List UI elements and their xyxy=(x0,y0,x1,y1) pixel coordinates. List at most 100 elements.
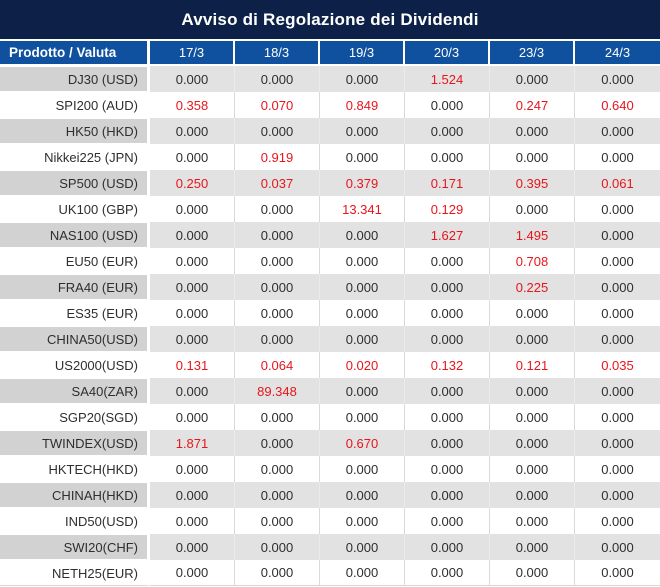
dividend-value-cell: 0.000 xyxy=(405,248,490,274)
table-row: TWINDEX(USD) 1.871 0.000 0.670 0.000 0.000 0.0… xyxy=(0,430,660,456)
product-cell: HK50 (HKD) xyxy=(0,118,150,144)
table-row: HKTECH(HKD) 0.000 0.000 0.000 0.000 0.000 0.00… xyxy=(0,456,660,482)
table-row: SP500 (USD) 0.250 0.037 0.379 0.171 0.395 0.06… xyxy=(0,170,660,196)
dividend-value-cell-nonzero: 0.670 xyxy=(320,430,405,456)
dividend-value-cell: 0.000 xyxy=(150,404,235,430)
dividend-value-cell-nonzero: 0.708 xyxy=(490,248,575,274)
product-cell: SPI200 (AUD) xyxy=(0,92,150,118)
dividend-value-cell: 0.000 xyxy=(150,248,235,274)
dividend-value-cell: 0.000 xyxy=(575,222,660,248)
dividend-value-cell: 0.000 xyxy=(490,300,575,326)
dividend-value-cell: 0.000 xyxy=(150,378,235,404)
dividend-value-cell: 0.000 xyxy=(235,196,320,222)
table-row: HK50 (HKD) 0.000 0.000 0.000 0.000 0.000 0.000 xyxy=(0,118,660,144)
page-title: Avviso di Regolazione dei Dividendi xyxy=(181,9,479,29)
dividend-value-cell: 0.000 xyxy=(490,326,575,352)
dividend-value-cell-nonzero: 0.358 xyxy=(150,92,235,118)
dividend-value-cell: 0.000 xyxy=(405,534,490,560)
dividend-value-cell: 0.000 xyxy=(405,508,490,534)
dividend-value-cell-nonzero: 0.171 xyxy=(405,170,490,196)
dividend-value-cell: 0.000 xyxy=(490,482,575,508)
dividend-value-cell: 0.000 xyxy=(235,222,320,248)
dividend-value-cell: 0.000 xyxy=(490,118,575,144)
dividend-value-cell: 0.000 xyxy=(405,274,490,300)
dividend-value-cell: 0.000 xyxy=(320,508,405,534)
dividend-value-cell: 0.000 xyxy=(320,378,405,404)
dividend-value-cell: 0.000 xyxy=(150,222,235,248)
dividend-value-cell-nonzero: 0.250 xyxy=(150,170,235,196)
dividend-value-cell-nonzero: 1.627 xyxy=(405,222,490,248)
dividend-value-cell: 0.000 xyxy=(490,404,575,430)
dividend-value-cell-nonzero: 1.495 xyxy=(490,222,575,248)
table-row: EU50 (EUR) 0.000 0.000 0.000 0.000 0.708 0.000 xyxy=(0,248,660,274)
dividend-value-cell: 0.000 xyxy=(575,534,660,560)
dividend-value-cell: 0.000 xyxy=(575,274,660,300)
table-row: FRA40 (EUR) 0.000 0.000 0.000 0.000 0.225 0.00… xyxy=(0,274,660,300)
dividend-value-cell: 0.000 xyxy=(320,274,405,300)
dividend-value-cell: 0.000 xyxy=(575,482,660,508)
dividend-value-cell: 0.000 xyxy=(320,456,405,482)
dividend-value-cell: 0.000 xyxy=(405,378,490,404)
dividend-value-cell: 0.000 xyxy=(235,508,320,534)
product-cell: Nikkei225 (JPN) xyxy=(0,144,150,170)
dividend-value-cell: 0.000 xyxy=(405,326,490,352)
table-row: UK100 (GBP) 0.000 0.000 13.341 0.129 0.000 0.0… xyxy=(0,196,660,222)
dividend-value-cell: 0.000 xyxy=(405,92,490,118)
dividend-value-cell: 0.000 xyxy=(320,300,405,326)
date-column-header: 17/3 xyxy=(150,41,235,66)
dividend-value-cell: 0.000 xyxy=(320,326,405,352)
product-cell: EU50 (EUR) xyxy=(0,248,150,274)
dividend-value-cell: 0.000 xyxy=(320,482,405,508)
dividend-value-cell: 0.000 xyxy=(575,560,660,586)
dividend-value-cell: 0.000 xyxy=(235,274,320,300)
dividend-value-cell-nonzero: 89.348 xyxy=(235,378,320,404)
dividend-value-cell: 0.000 xyxy=(490,560,575,586)
dividend-value-cell: 0.000 xyxy=(150,560,235,586)
dividend-value-cell: 0.000 xyxy=(405,430,490,456)
product-cell: US2000(USD) xyxy=(0,352,150,378)
product-cell: HKTECH(HKD) xyxy=(0,456,150,482)
table-row: US2000(USD) 0.131 0.064 0.020 0.132 0.121 0.03… xyxy=(0,352,660,378)
dividend-value-cell: 0.000 xyxy=(490,508,575,534)
dividend-value-cell: 0.000 xyxy=(235,534,320,560)
dividend-value-cell: 0.000 xyxy=(575,326,660,352)
dividend-value-cell: 0.000 xyxy=(490,196,575,222)
dividend-value-cell: 0.000 xyxy=(490,456,575,482)
dividend-value-cell: 0.000 xyxy=(235,430,320,456)
dividend-value-cell-nonzero: 0.121 xyxy=(490,352,575,378)
dividend-value-cell: 0.000 xyxy=(150,144,235,170)
dividend-value-cell: 0.000 xyxy=(150,534,235,560)
product-cell: CHINAH(HKD) xyxy=(0,482,150,508)
table-row: CHINAH(HKD) 0.000 0.000 0.000 0.000 0.000 0.00… xyxy=(0,482,660,508)
table-row: SPI200 (AUD) 0.358 0.070 0.849 0.000 0.247 0.6… xyxy=(0,92,660,118)
table-row: SA40(ZAR) 0.000 89.348 0.000 0.000 0.000 0.000 xyxy=(0,378,660,404)
product-cell: NETH25(EUR) xyxy=(0,560,150,586)
product-cell: DJ30 (USD) xyxy=(0,66,150,92)
dividend-value-cell: 0.000 xyxy=(490,430,575,456)
date-column-header: 23/3 xyxy=(490,41,575,66)
table-row: Nikkei225 (JPN) 0.000 0.919 0.000 0.000 0.000… xyxy=(0,144,660,170)
dividend-value-cell: 0.000 xyxy=(575,378,660,404)
dividend-value-cell-nonzero: 0.225 xyxy=(490,274,575,300)
dividend-value-cell: 0.000 xyxy=(405,300,490,326)
dividend-value-cell: 0.000 xyxy=(320,534,405,560)
dividend-value-cell: 0.000 xyxy=(320,66,405,92)
dividend-value-cell: 0.000 xyxy=(405,118,490,144)
product-cell: NAS100 (USD) xyxy=(0,222,150,248)
dividend-value-cell-nonzero: 1.524 xyxy=(405,66,490,92)
dividend-value-cell: 0.000 xyxy=(320,404,405,430)
dividend-value-cell: 0.000 xyxy=(320,560,405,586)
dividend-value-cell-nonzero: 0.070 xyxy=(235,92,320,118)
header-row: Prodotto / Valuta 17/3 18/3 19/3 20/3 23/3 24/… xyxy=(0,41,660,66)
dividend-value-cell: 0.000 xyxy=(150,300,235,326)
dividend-value-cell-nonzero: 0.064 xyxy=(235,352,320,378)
product-cell: SA40(ZAR) xyxy=(0,378,150,404)
dividend-value-cell-nonzero: 0.037 xyxy=(235,170,320,196)
dividend-value-cell: 0.000 xyxy=(235,118,320,144)
dividend-value-cell: 0.000 xyxy=(575,144,660,170)
title-bar: Avviso di Regolazione dei Dividendi xyxy=(0,0,660,41)
dividend-value-cell: 0.000 xyxy=(235,482,320,508)
dividend-value-cell-nonzero: 0.849 xyxy=(320,92,405,118)
dividend-value-cell: 0.000 xyxy=(575,118,660,144)
